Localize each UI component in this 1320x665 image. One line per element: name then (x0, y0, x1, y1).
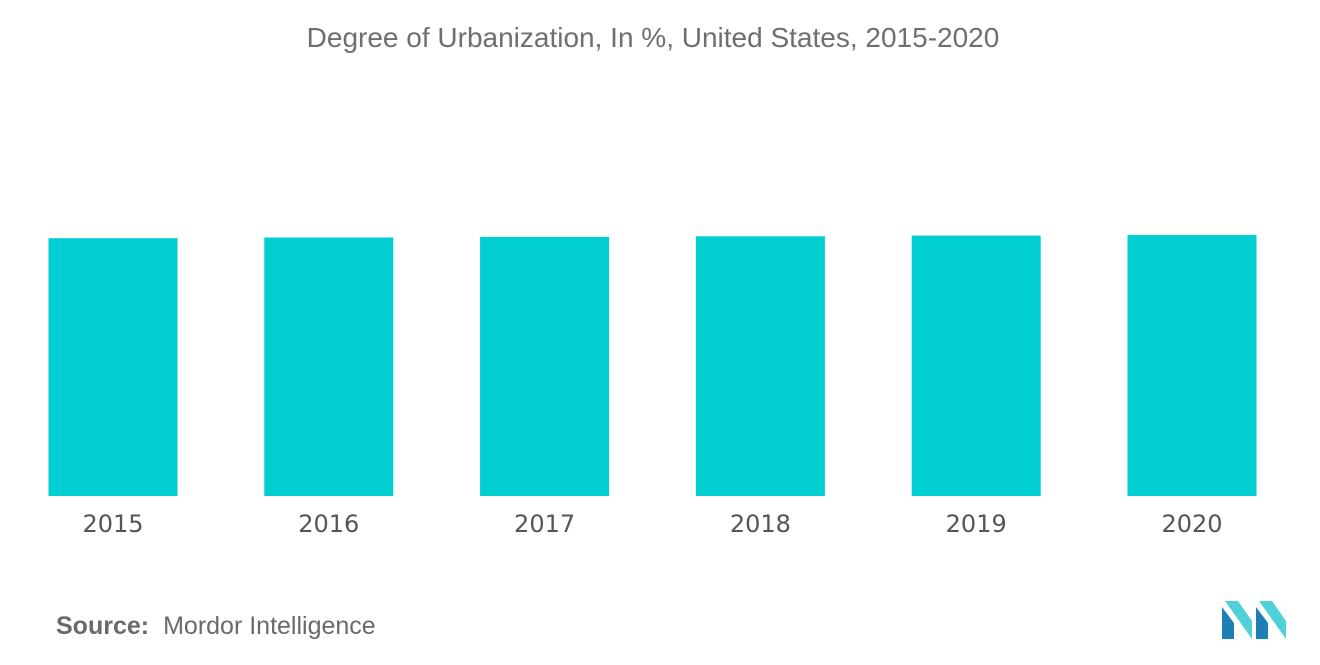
bar-2019 (911, 235, 1041, 496)
mordor-intelligence-logo-icon (1222, 601, 1286, 639)
x-tick-label-2016: 2016 (298, 510, 359, 538)
bar-2015 (48, 238, 178, 496)
x-tick-label-2018: 2018 (730, 510, 791, 538)
bar-2020 (1127, 235, 1257, 496)
source-note: Source: Mordor Intelligence (56, 612, 376, 641)
bar-2017 (480, 236, 610, 496)
x-tick-label-2015: 2015 (82, 510, 143, 538)
x-tick-label-2017: 2017 (514, 510, 575, 538)
chart-title: Degree of Urbanization, In %, United Sta… (306, 22, 1000, 53)
bar-2016 (264, 237, 394, 496)
bar-2018 (695, 236, 825, 497)
source-label: Source: (56, 612, 150, 640)
source-text: Mordor Intelligence (163, 612, 376, 640)
x-tick-label-2020: 2020 (1161, 510, 1222, 538)
x-tick-label-2019: 2019 (946, 510, 1007, 538)
